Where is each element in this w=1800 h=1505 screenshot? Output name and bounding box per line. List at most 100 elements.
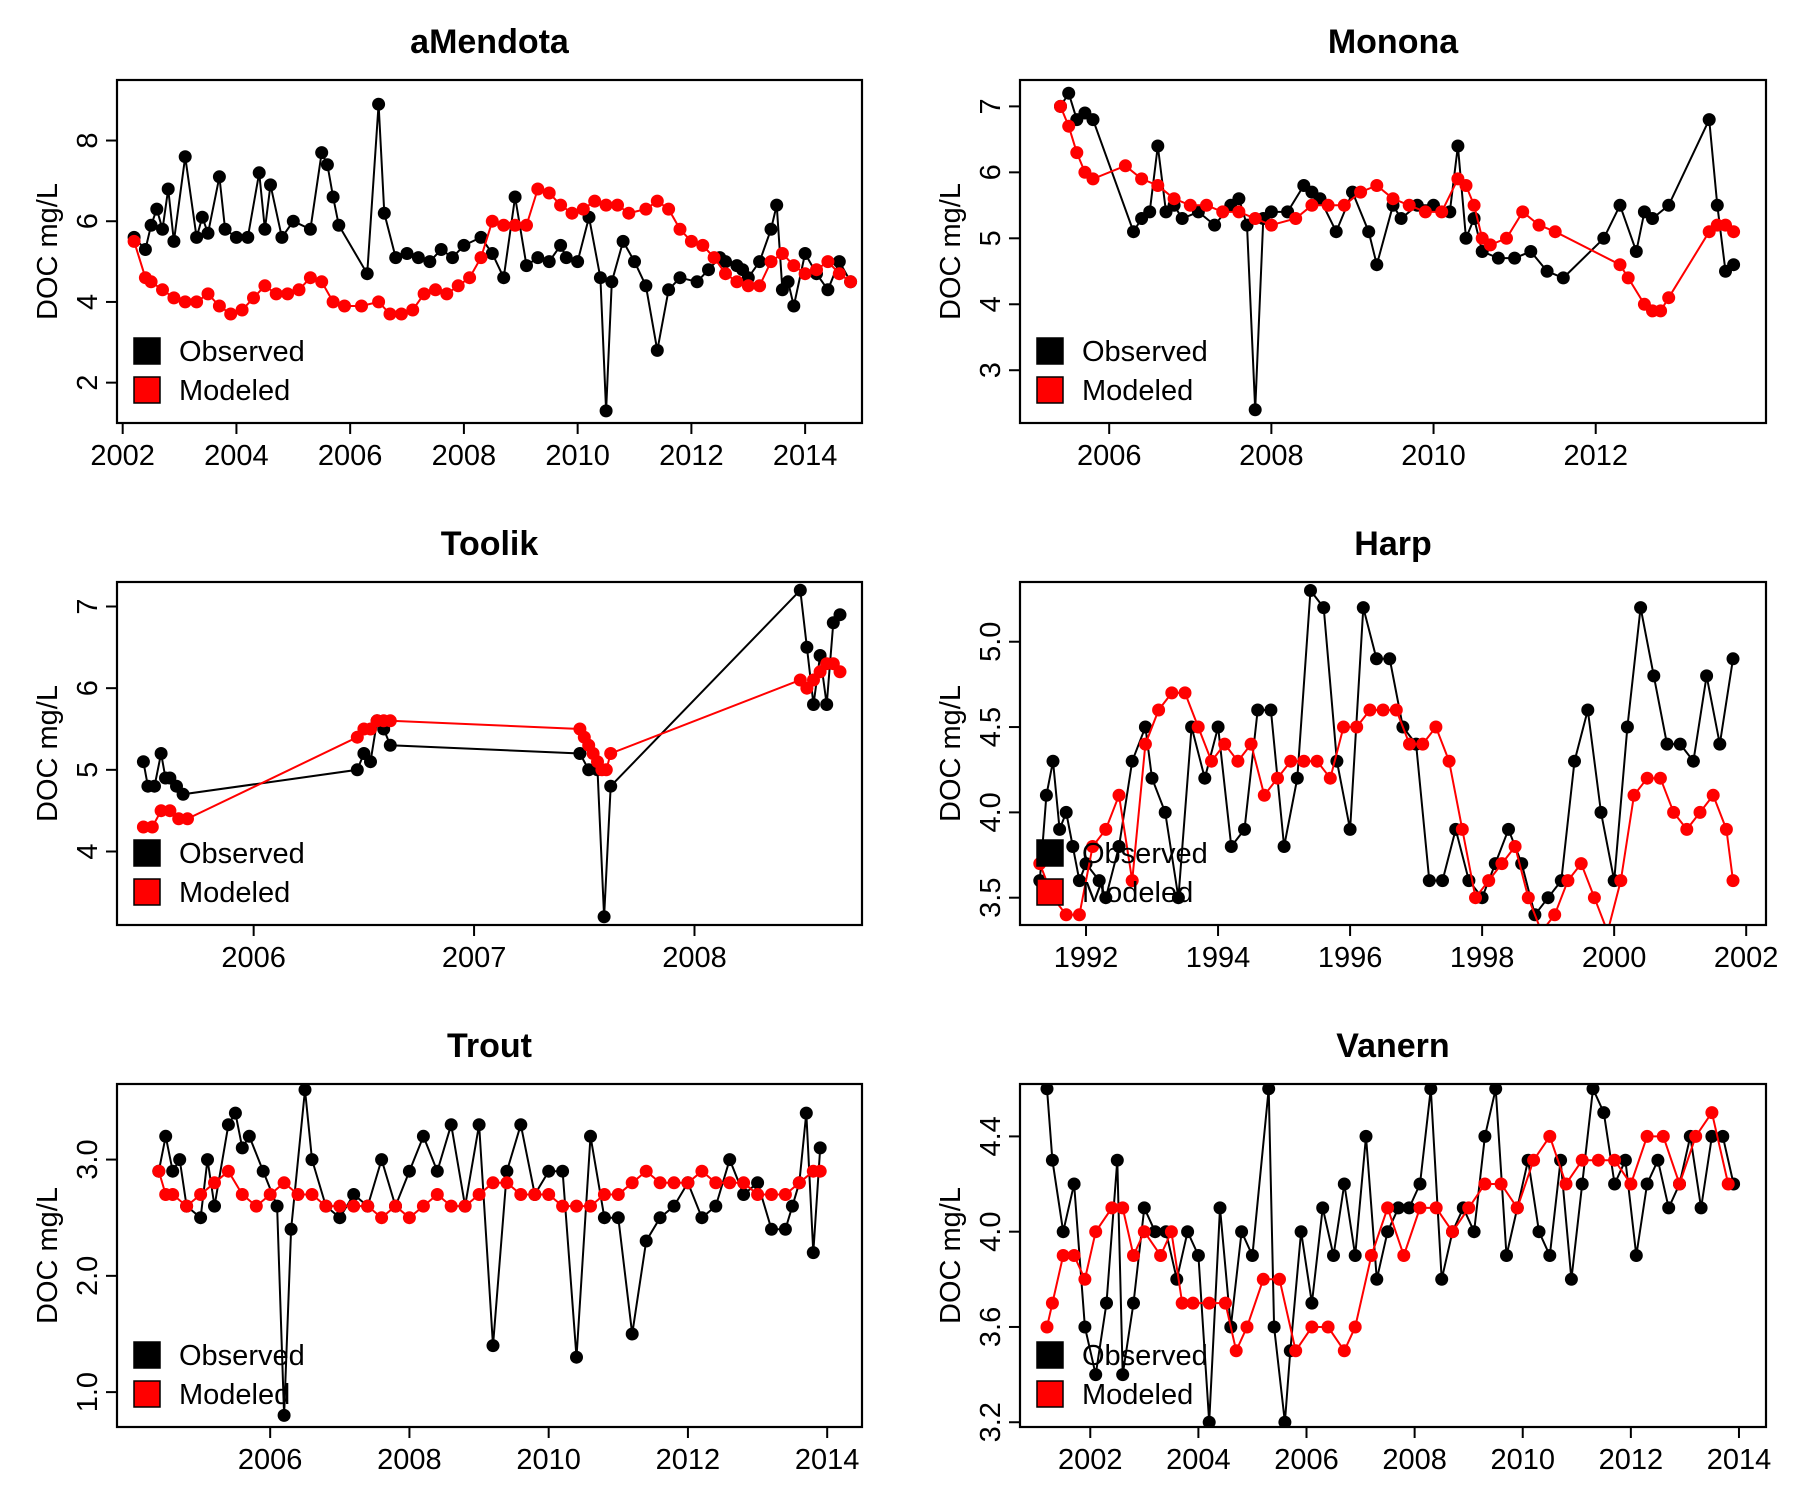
data-point — [639, 1234, 653, 1248]
data-point — [292, 283, 306, 297]
data-point — [1330, 754, 1344, 768]
data-point — [375, 1211, 389, 1225]
plot-area — [152, 1084, 827, 1422]
data-point — [444, 1199, 458, 1213]
x-axis: 2002 2004 2006 2008 2010 2012 2014 — [1058, 1426, 1771, 1476]
data-point — [1218, 1296, 1232, 1310]
data-point — [764, 255, 778, 269]
data-point — [1337, 1344, 1351, 1358]
data-point — [201, 226, 215, 240]
data-point — [775, 247, 789, 260]
data-point — [500, 1164, 514, 1178]
data-point — [1343, 822, 1357, 836]
legend-label-modeled: Modeled — [1082, 877, 1193, 909]
y-axis-label: DOC mg/L — [32, 183, 64, 320]
data-point — [1171, 891, 1185, 905]
data-point — [394, 307, 408, 321]
legend-label-observed: Observed — [1082, 1340, 1208, 1372]
data-point — [1116, 1368, 1130, 1382]
data-point — [194, 1188, 208, 1201]
data-point — [1594, 805, 1608, 819]
plot-frame — [115, 1082, 864, 1429]
y-tick-label: 4.0 — [975, 792, 1007, 832]
legend-swatch-observed — [1036, 337, 1064, 365]
data-point — [622, 206, 636, 220]
data-point — [1601, 925, 1614, 938]
legend: Observed Modeled — [1036, 838, 1208, 909]
x-tick-label: 2000 — [1582, 942, 1647, 974]
data-point — [556, 1199, 570, 1213]
data-point — [333, 1199, 347, 1213]
data-point — [1627, 788, 1641, 802]
data-point — [1413, 1201, 1427, 1215]
data-point — [264, 178, 277, 192]
data-point — [326, 190, 340, 204]
data-point — [1086, 172, 1100, 186]
chart-title: Harp — [1354, 525, 1431, 563]
data-point — [709, 1199, 723, 1213]
series-observed — [1040, 1084, 1741, 1427]
data-point — [1500, 1249, 1513, 1262]
data-point — [820, 698, 834, 711]
data-point — [1561, 874, 1575, 888]
data-point — [1232, 192, 1246, 206]
data-point — [167, 291, 181, 305]
legend-swatch-observed — [133, 839, 161, 867]
data-point — [1145, 771, 1159, 785]
data-point — [1164, 1225, 1178, 1239]
data-point — [650, 343, 664, 357]
data-point — [1575, 1177, 1589, 1191]
data-point — [833, 665, 847, 679]
data-point — [597, 1188, 611, 1201]
data-point — [1045, 1296, 1059, 1310]
data-point — [753, 255, 767, 269]
data-point — [136, 820, 150, 834]
data-point — [584, 1199, 597, 1213]
data-point — [326, 295, 340, 309]
data-point — [1402, 198, 1416, 212]
data-point — [799, 1106, 813, 1120]
data-point — [275, 230, 289, 244]
data-point — [1494, 1177, 1508, 1191]
data-point — [194, 1211, 208, 1225]
legend-swatch-observed — [133, 337, 161, 365]
data-point — [737, 1176, 751, 1190]
data-point — [1244, 737, 1258, 751]
data-point — [1127, 225, 1140, 239]
data-point — [1422, 874, 1436, 888]
data-point — [1660, 737, 1674, 751]
data-point — [800, 640, 814, 654]
data-point — [1459, 231, 1473, 245]
data-point — [765, 1222, 778, 1236]
data-point — [163, 804, 177, 818]
x-tick-label: 1996 — [1318, 942, 1383, 974]
data-point — [1059, 908, 1073, 922]
data-point — [1575, 1153, 1589, 1167]
data-point — [1726, 874, 1740, 888]
y-axis-label: DOC mg/L — [32, 1187, 64, 1324]
data-point — [1556, 271, 1570, 285]
data-point — [258, 279, 272, 293]
data-point — [333, 1211, 347, 1225]
data-point — [673, 222, 687, 236]
data-point — [1046, 754, 1060, 768]
data-point — [1719, 822, 1733, 836]
x-tick-label: 2006 — [1274, 1444, 1339, 1476]
data-point — [1045, 1153, 1059, 1167]
data-point — [604, 747, 618, 760]
data-point — [653, 1176, 667, 1190]
data-point — [1277, 840, 1291, 853]
data-point — [1040, 1320, 1054, 1334]
legend-label-observed: Observed — [179, 1340, 305, 1372]
data-point — [235, 303, 249, 317]
data-point — [1710, 198, 1724, 212]
legend-swatch-modeled — [1036, 878, 1064, 906]
x-tick-label: 2006 — [318, 440, 383, 472]
data-point — [364, 755, 377, 769]
x-tick-label: 2010 — [545, 440, 610, 472]
data-point — [639, 279, 653, 293]
legend-label-modeled: Modeled — [1082, 375, 1193, 407]
legend: Observed Modeled — [1036, 1340, 1208, 1411]
data-point — [208, 1176, 221, 1190]
data-point — [159, 1129, 173, 1143]
